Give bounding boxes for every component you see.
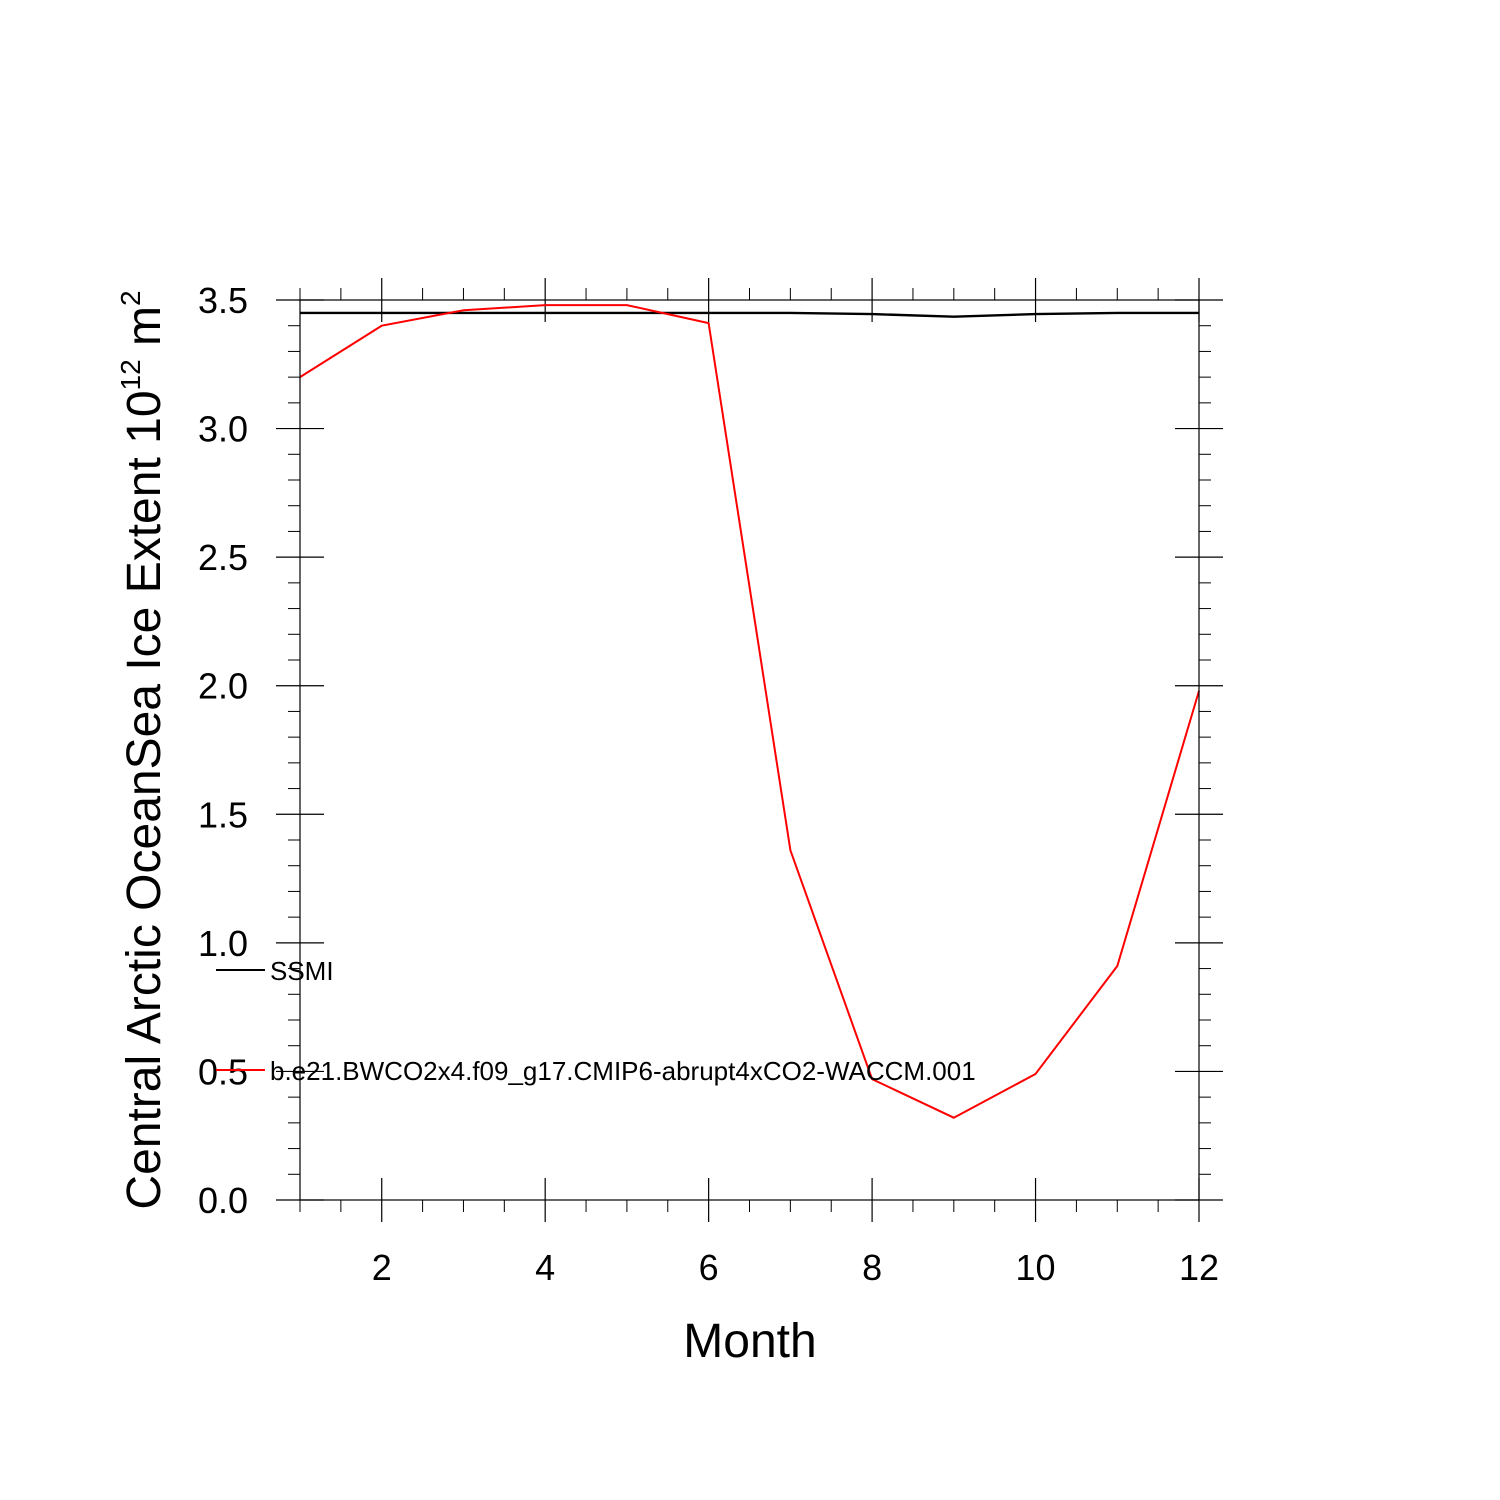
y-axis-title-exponent-2: 2 (115, 290, 146, 306)
x-tick-label: 6 (699, 1247, 719, 1288)
y-tick-label: 3.5 (198, 280, 248, 321)
x-tick-label: 2 (372, 1247, 392, 1288)
x-tick-label: 4 (535, 1247, 555, 1288)
y-tick-label: 2.5 (198, 537, 248, 578)
y-tick-label: 1.0 (198, 923, 248, 964)
tick-labels: 2 4 6 8 10 12 0.0 0.5 1.0 1.5 2.0 2.5 3.0 3.5 (198, 280, 1219, 1288)
plot-frame (299, 299, 1200, 1201)
minor-ticks (288, 288, 1211, 1212)
y-tick-label: 0.0 (198, 1180, 248, 1221)
y-axis-title-base: Central Arctic OceanSea Ice Extent 10 (118, 390, 171, 1209)
x-axis-title: Month (683, 1315, 816, 1368)
legend-label-waccm: b.e21.BWCO2x4.f09_g17.CMIP6-abrupt4xCO2-… (270, 1056, 976, 1086)
x-tick-label: 10 (1016, 1247, 1056, 1288)
x-tick-label: 8 (862, 1247, 882, 1288)
series-line-waccm (299, 304, 1200, 1119)
y-tick-label: 1.5 (198, 794, 248, 835)
x-tick-label: 12 (1179, 1247, 1219, 1288)
y-tick-label: 0.5 (198, 1051, 248, 1092)
y-axis-title-unit: m (118, 306, 171, 359)
legend-label-ssmi: SSMI (270, 956, 334, 986)
y-axis-title-exponent-1: 12 (115, 359, 146, 390)
y-tick-label: 2.0 (198, 666, 248, 707)
legend: SSMI b.e21.BWCO2x4.f09_g17.CMIP6-abrupt4… (216, 956, 976, 1086)
series-lines (299, 304, 1200, 1119)
y-axis-title: Central Arctic OceanSea Ice Extent 1012 … (115, 290, 171, 1209)
y-tick-label: 3.0 (198, 409, 248, 450)
